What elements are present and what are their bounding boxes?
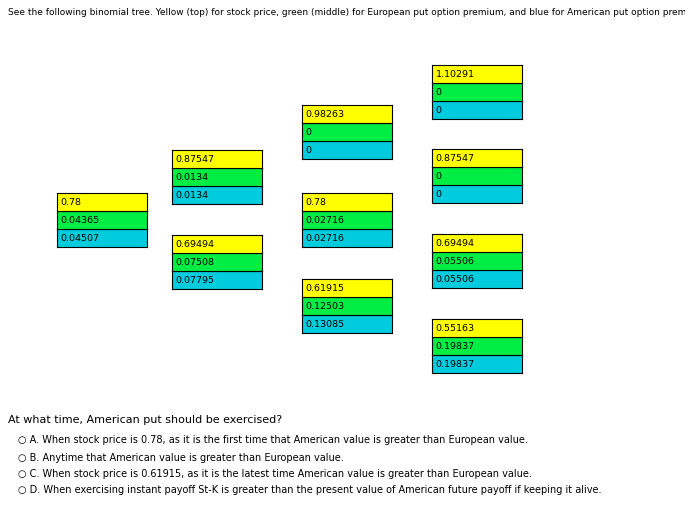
Text: See the following binomial tree. Yellow (top) for stock price, green (middle) fo: See the following binomial tree. Yellow … [8,8,685,17]
Text: 0.0134: 0.0134 [175,174,209,182]
Text: 0: 0 [306,147,312,155]
Text: 0: 0 [306,128,312,137]
Text: 0.07508: 0.07508 [175,259,214,267]
Text: 0.07795: 0.07795 [175,276,214,286]
Text: ○ D. When exercising instant payoff St-K is greater than the present value of Am: ○ D. When exercising instant payoff St-K… [18,485,601,495]
Text: 0.69494: 0.69494 [175,240,214,249]
Text: 0.02716: 0.02716 [306,235,345,243]
Text: 0.69494: 0.69494 [436,239,475,248]
Text: 0: 0 [436,190,442,200]
Text: 0: 0 [436,106,442,116]
Text: 0.61915: 0.61915 [306,285,345,293]
Text: 0.78: 0.78 [60,199,82,207]
Text: 0.12503: 0.12503 [306,302,345,312]
Text: 0.05506: 0.05506 [436,275,475,285]
Text: ○ B. Anytime that American value is greater than European value.: ○ B. Anytime that American value is grea… [18,453,344,463]
Text: ○ C. When stock price is 0.61915, as it is the latest time American value is gre: ○ C. When stock price is 0.61915, as it … [18,469,532,479]
Text: 0.04365: 0.04365 [60,216,100,225]
Text: 0.0134: 0.0134 [175,191,209,201]
Text: 0.87547: 0.87547 [175,155,214,164]
Text: 0.55163: 0.55163 [436,324,475,333]
Text: 0.19837: 0.19837 [436,343,475,351]
Text: 0: 0 [436,173,442,181]
Text: At what time, American put should be exercised?: At what time, American put should be exe… [8,415,282,425]
Text: 0.13085: 0.13085 [306,320,345,329]
Text: 1.10291: 1.10291 [436,70,475,79]
Text: 0.04507: 0.04507 [60,235,99,243]
Text: 0.19837: 0.19837 [436,360,475,370]
Text: 0.98263: 0.98263 [306,110,345,120]
Text: 0.05506: 0.05506 [436,258,475,266]
Text: 0: 0 [436,89,442,97]
Text: 0.87547: 0.87547 [436,154,475,163]
Text: 0.78: 0.78 [306,199,327,207]
Text: 0.02716: 0.02716 [306,216,345,225]
Text: ○ A. When stock price is 0.78, as it is the first time that American value is gr: ○ A. When stock price is 0.78, as it is … [18,435,528,445]
